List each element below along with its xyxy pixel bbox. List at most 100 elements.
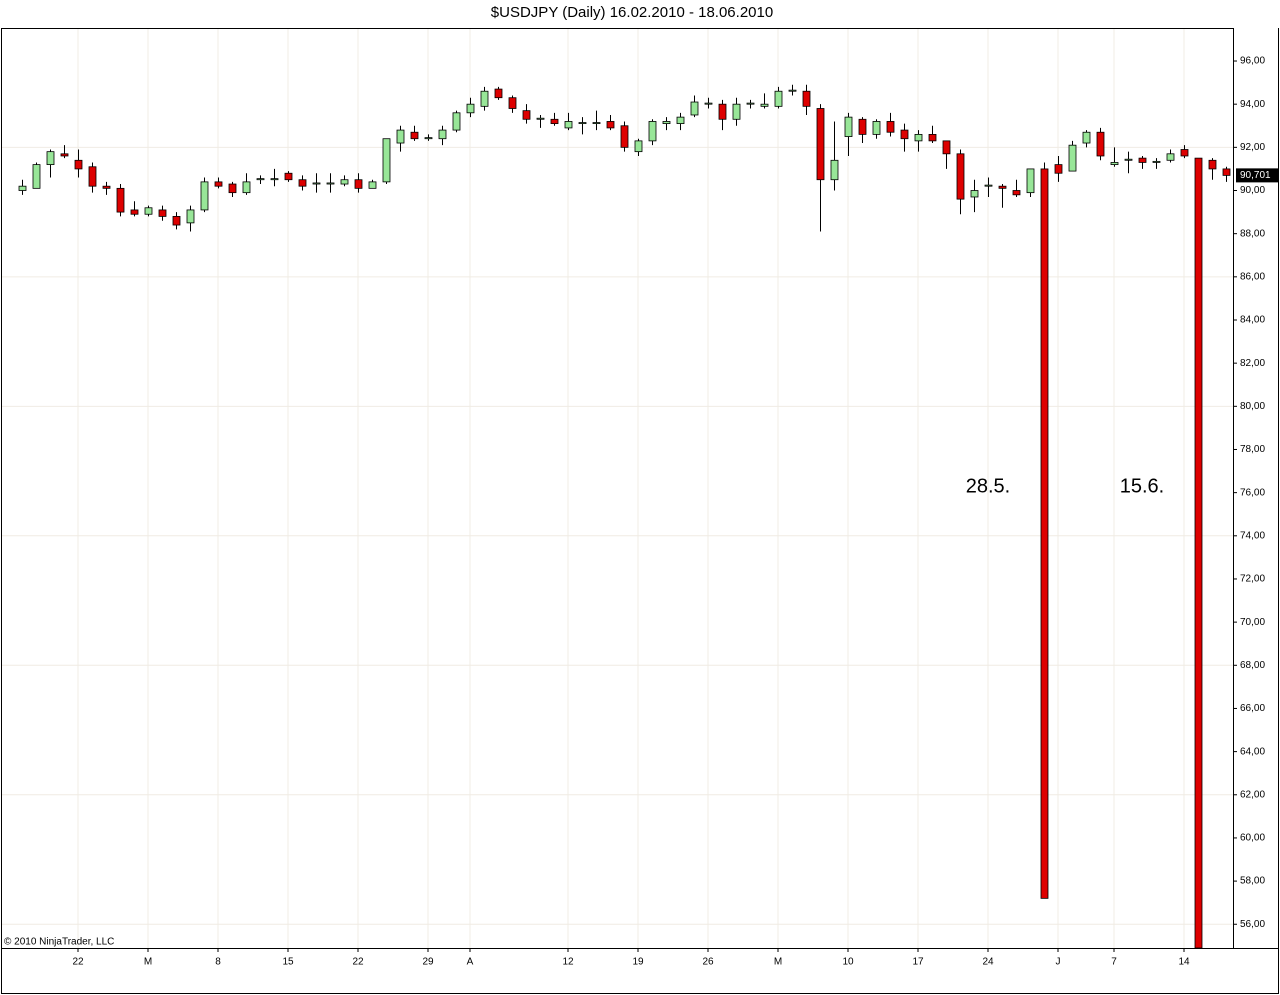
candle-body xyxy=(1110,162,1119,166)
labels: 56,00 58,00 60,00 62,00 64,00 66,00 68,00 70,00… xyxy=(72,56,1278,968)
candle-body xyxy=(732,103,741,120)
candle-body xyxy=(1040,168,1049,899)
candle-body xyxy=(480,90,489,107)
candle-body xyxy=(676,116,685,125)
candle-body xyxy=(1026,168,1035,194)
y-tick-label: 90,00 xyxy=(1240,185,1265,196)
candle-body xyxy=(690,101,699,116)
candle-body xyxy=(788,89,797,92)
y-tick-label: 80,00 xyxy=(1240,401,1265,412)
last-price-label: 90,701 xyxy=(1240,170,1271,181)
annotation: 15.6. xyxy=(1120,475,1164,497)
y-tick-label: 58,00 xyxy=(1240,876,1265,887)
candles xyxy=(18,84,1231,949)
x-tick-label: 8 xyxy=(215,957,221,968)
candle-body xyxy=(942,140,951,155)
x-tick-label: 7 xyxy=(1111,957,1117,968)
candle-body xyxy=(1222,168,1231,176)
candle-body xyxy=(774,90,783,107)
candle-body xyxy=(578,122,587,125)
candle-body xyxy=(242,181,251,194)
candle-body xyxy=(410,131,419,140)
candle-body xyxy=(46,151,55,166)
candle-body xyxy=(88,166,97,187)
candle-body xyxy=(886,121,895,133)
candle-body xyxy=(508,97,517,109)
candle-body xyxy=(228,183,237,194)
candle-body xyxy=(1166,153,1175,161)
candle-body xyxy=(928,133,937,142)
x-tick-label: 24 xyxy=(982,957,994,968)
candle-body xyxy=(830,159,839,181)
x-tick-label: 15 xyxy=(282,957,294,968)
candle-body xyxy=(74,159,83,170)
candle-body xyxy=(214,181,223,187)
candle-body xyxy=(158,209,167,217)
candle-body xyxy=(354,179,363,189)
candle-body xyxy=(438,129,447,140)
candle-body xyxy=(872,121,881,135)
candle-body xyxy=(466,103,475,114)
annotation: 28.5. xyxy=(966,475,1010,497)
y-tick-label: 56,00 xyxy=(1240,919,1265,930)
x-tick-label: M xyxy=(144,957,152,968)
candle-body xyxy=(746,102,755,105)
x-tick-label: 19 xyxy=(632,957,644,968)
candle-body xyxy=(900,129,909,140)
candle-body xyxy=(970,190,979,198)
copyright: © 2010 NinjaTrader, LLC xyxy=(4,937,114,948)
candle-body xyxy=(620,125,629,148)
candle-body xyxy=(606,121,615,129)
candle-body xyxy=(802,90,811,107)
last-price-box xyxy=(1236,168,1278,183)
x-tick-label: 14 xyxy=(1178,957,1190,968)
candle-body xyxy=(1082,131,1091,144)
y-tick-label: 86,00 xyxy=(1240,271,1265,282)
candle-body xyxy=(998,185,1007,189)
x-tick-label: 17 xyxy=(912,957,924,968)
candle-body xyxy=(648,121,657,142)
candle-body xyxy=(130,209,139,215)
x-tick-label: 29 xyxy=(422,957,434,968)
x-tick-label: 26 xyxy=(702,957,714,968)
x-tick-label: 22 xyxy=(72,957,84,968)
chart-title: $USDJPY (Daily) 16.02.2010 - 18.06.2010 xyxy=(491,4,773,21)
y-tick-label: 66,00 xyxy=(1240,703,1265,714)
y-tick-label: 62,00 xyxy=(1240,789,1265,800)
candle-body xyxy=(172,216,181,226)
candle-body xyxy=(382,138,391,183)
candle-body xyxy=(116,187,125,213)
candle-body xyxy=(200,181,209,211)
candle-body xyxy=(1096,131,1105,157)
y-tick-label: 76,00 xyxy=(1240,487,1265,498)
x-tick-label: M xyxy=(774,957,782,968)
candle-body xyxy=(662,121,671,125)
candle-body xyxy=(1138,157,1147,163)
candle-body xyxy=(340,179,349,185)
candle-body xyxy=(18,185,27,191)
candle-body xyxy=(494,88,503,99)
candle-body xyxy=(312,182,321,185)
candle-body xyxy=(760,103,769,107)
candle-body xyxy=(956,153,965,200)
candle-body xyxy=(592,122,601,125)
y-tick-label: 84,00 xyxy=(1240,315,1265,326)
candle-body xyxy=(816,108,825,181)
candle-body xyxy=(424,137,433,140)
candle-body xyxy=(522,110,531,120)
y-tick-label: 70,00 xyxy=(1240,617,1265,628)
candle-body xyxy=(1194,157,1203,949)
y-tick-label: 82,00 xyxy=(1240,358,1265,369)
x-tick-label: 10 xyxy=(842,957,854,968)
y-tick-label: 96,00 xyxy=(1240,56,1265,67)
candle-body xyxy=(32,164,41,189)
candle-body xyxy=(634,140,643,153)
candle-body xyxy=(144,207,153,215)
candle-body xyxy=(298,179,307,187)
candle-body xyxy=(284,172,293,181)
y-tick-label: 72,00 xyxy=(1240,574,1265,585)
candle-body xyxy=(1180,149,1189,157)
x-tick-label: 22 xyxy=(352,957,364,968)
y-tick-label: 88,00 xyxy=(1240,228,1265,239)
